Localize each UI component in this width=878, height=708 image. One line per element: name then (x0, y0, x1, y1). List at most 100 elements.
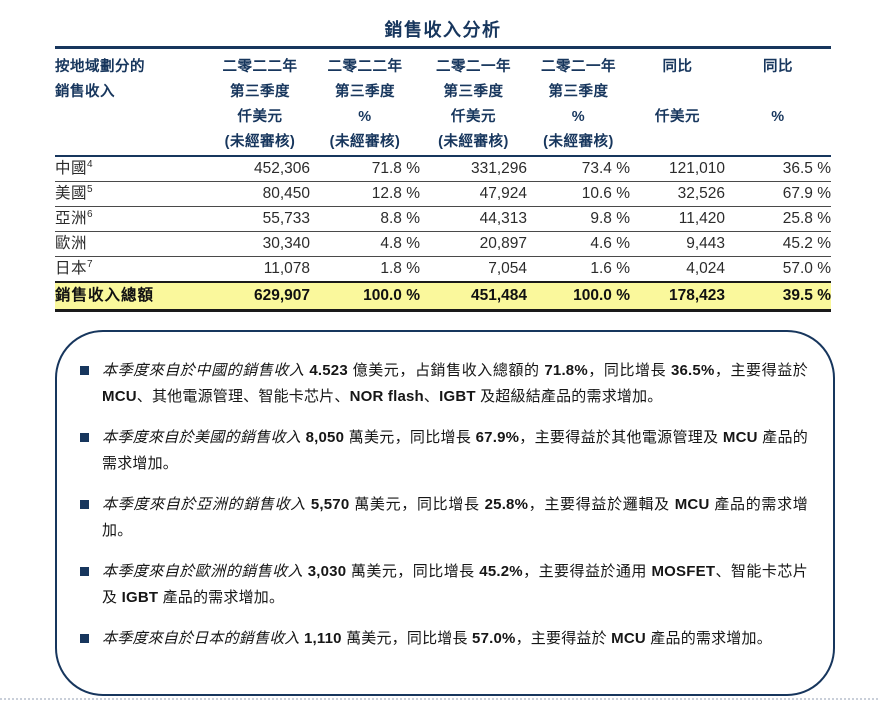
cell-value: 80,450 (210, 181, 310, 207)
bullet-text-segment: 億美元，占銷售收入總額的 (347, 362, 545, 379)
total-cell-value: 629,907 (210, 281, 310, 312)
cell-value: 9,443 (630, 231, 725, 257)
column-header-line: (未經審核) (543, 134, 614, 150)
region-header-line: 按地域劃分的 (55, 59, 145, 75)
bullet-text-segment: IGBT (439, 388, 476, 405)
column-header-line: 第三季度 (548, 84, 609, 100)
column-header-line (630, 130, 725, 155)
cell-value: 452,306 (210, 156, 310, 182)
bullet-text-segment: IGBT (121, 589, 159, 606)
cell-value: 44,313 (420, 206, 527, 232)
cell-value: 25.8 % (725, 206, 831, 232)
bullet-text-segment: 及超級結產品的需求增加。 (475, 388, 663, 405)
cell-value: 57.0 % (725, 256, 831, 283)
bullet-text-segment: 71.8% (544, 362, 588, 379)
column-header-line: 二零二一年 (436, 59, 511, 75)
bullet-square-icon (80, 500, 89, 509)
total-cell-value: 100.0 % (527, 281, 630, 312)
column-header-line: 同比 (662, 59, 693, 75)
bullet-text-segment: ，主要得益於其他電源管理及 (519, 429, 723, 446)
report-title: 銷售收入分析 (384, 20, 502, 40)
bullet-text-segment: 本季度來自於亞洲的銷售收入 (102, 496, 311, 513)
bullet-text-segment: MCU (722, 429, 758, 446)
bullet-text-segment: 產品的需求增加。 (102, 496, 808, 539)
column-header-line: (未經審核) (438, 134, 509, 150)
footnote-ref: 6 (87, 208, 94, 220)
bullet-text-segment: 3,030 (307, 563, 347, 580)
bullet-item: 本季度來自於日本的銷售收入 1,110 萬美元，同比增長 57.0%，主要得益於… (80, 626, 808, 652)
bullet-text-segment: 5,570 (310, 496, 350, 513)
column-header-line: 二零二二年 (327, 59, 403, 75)
bullet-item: 本季度來自於亞洲的銷售收入 5,570 萬美元，同比增長 25.8%，主要得益於… (80, 492, 808, 544)
period-column-header: 同比% (725, 47, 831, 157)
notes-box: 本季度來自於中國的銷售收入 4.523 億美元，占銷售收入總額的 71.8%，同… (55, 330, 835, 696)
region-label: 美國5 (55, 181, 210, 207)
cell-value: 10.6 % (527, 181, 630, 207)
period-column-header: 二零二二年 第三季度% (未經審核) (310, 47, 420, 157)
table-row: 日本7 11,078 1.8 % 7,054 1.6 % 4,024 57.0 % (55, 256, 831, 283)
bullet-text-segment: ，同比增長 (587, 362, 671, 379)
period-column-header: 同比 仟美元 (630, 47, 725, 157)
bullet-text-segment: ，主要得益於邏輯及 (528, 496, 675, 513)
cell-value: 1.6 % (527, 256, 630, 283)
bullet-item: 本季度來自於中國的銷售收入 4.523 億美元，占銷售收入總額的 71.8%，同… (80, 358, 808, 410)
cell-value: 20,897 (420, 231, 527, 257)
bullet-text-segment: 萬美元，同比增長 (349, 496, 485, 513)
bullet-text-segment: 1,110 (303, 630, 342, 647)
cell-value: 11,420 (630, 206, 725, 232)
footnote-ref: 5 (87, 183, 94, 195)
cell-value: 32,526 (630, 181, 725, 207)
cell-value: 12.8 % (310, 181, 420, 207)
bullet-text-segment: MCU (102, 388, 137, 405)
column-header-line: 二零二二年 (222, 59, 298, 75)
region-header-line: 銷售收入 (55, 84, 115, 100)
cell-value: 55,733 (210, 206, 310, 232)
bullet-text-segment: 本季度來自於美國的銷售收入 (102, 429, 306, 446)
bullet-text-segment: 本季度來自於中國的銷售收入 (102, 362, 310, 379)
bullet-text-segment: 25.8% (484, 496, 529, 513)
bullet-text-segment: 4.523 (309, 362, 348, 379)
bullet-text: 本季度來自於中國的銷售收入 4.523 億美元，占銷售收入總額的 71.8%，同… (102, 358, 808, 410)
total-row: 銷售收入總額 629,907 100.0 % 451,484 100.0 % 178,42… (55, 281, 831, 312)
column-header-line: 第三季度 (443, 84, 504, 100)
bullet-square-icon (80, 567, 89, 576)
bullet-text-segment: ，主要得益於 (515, 630, 612, 647)
bullet-text-segment: 36.5% (670, 362, 715, 379)
cell-value: 1.8 % (310, 256, 420, 283)
cell-value: 121,010 (630, 156, 725, 182)
cell-value: 30,340 (210, 231, 310, 257)
bullet-text-segment: ，主要得益於 (714, 362, 808, 379)
bullet-text: 本季度來自於亞洲的銷售收入 5,570 萬美元，同比增長 25.8%，主要得益於… (102, 492, 808, 544)
region-column-header: 按地域劃分的 銷售收入 (55, 47, 210, 157)
bullet-item: 本季度來自於歐洲的銷售收入 3,030 萬美元，同比增長 45.2%，主要得益於… (80, 559, 808, 611)
column-header-line: 同比 (763, 59, 793, 75)
column-header-line: (未經審核) (224, 134, 296, 150)
bullet-text-segment: ，主要得益於通用 (522, 563, 652, 580)
revenue-table-body: 中國4 452,306 71.8 % 331,296 73.4 % 121,010 36.5… (55, 156, 831, 312)
bullet-text-segment: 45.2% (479, 563, 523, 580)
cell-value: 71.8 % (310, 156, 420, 182)
total-label: 銷售收入總額 (55, 281, 210, 312)
cell-value: 8.8 % (310, 206, 420, 232)
bullet-text: 本季度來自於歐洲的銷售收入 3,030 萬美元，同比增長 45.2%，主要得益於… (102, 559, 808, 611)
cell-value: 7,054 (420, 256, 527, 283)
cell-value: 45.2 % (725, 231, 831, 257)
bullet-text: 本季度來自於日本的銷售收入 1,110 萬美元，同比增長 57.0%，主要得益於… (102, 626, 772, 652)
region-label: 中國4 (55, 156, 210, 182)
column-header-line: % (358, 109, 372, 125)
bullet-square-icon (80, 366, 89, 375)
column-header-line: 第三季度 (335, 84, 395, 100)
bullet-text-segment: 57.0% (472, 630, 516, 647)
region-label: 歐洲 (55, 231, 210, 257)
table-row: 中國4 452,306 71.8 % 331,296 73.4 % 121,010 36.5… (55, 156, 831, 182)
cell-value: 4.8 % (310, 231, 420, 257)
column-header-line: 二零二一年 (541, 59, 616, 75)
bullet-text: 本季度來自於美國的銷售收入 8,050 萬美元，同比增長 67.9%，主要得益於… (102, 425, 808, 477)
footnote-ref: 7 (87, 258, 94, 270)
bullet-text-segment: MCU (611, 630, 646, 647)
total-cell-value: 100.0 % (310, 281, 420, 312)
table-row: 美國5 80,450 12.8 % 47,924 10.6 % 32,526 67.9 % (55, 181, 831, 207)
cell-value: 9.8 % (527, 206, 630, 232)
cell-value: 47,924 (420, 181, 527, 207)
